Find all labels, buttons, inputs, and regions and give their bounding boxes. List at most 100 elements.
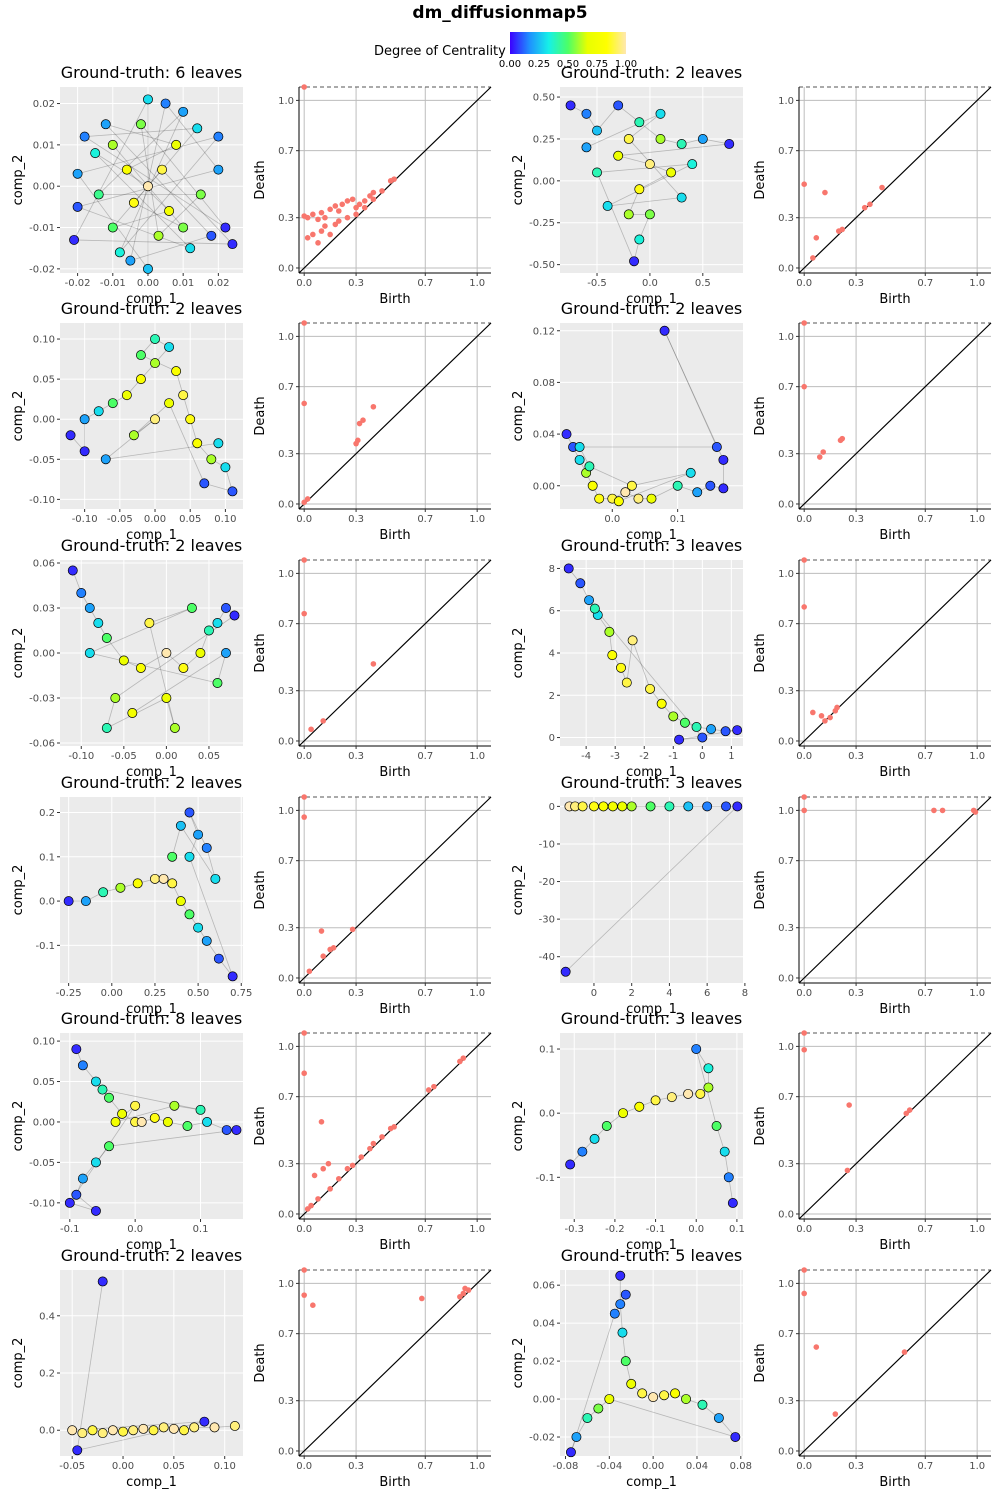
graph-edge <box>149 607 193 624</box>
data-point <box>72 168 83 179</box>
data-point <box>206 230 217 241</box>
y-tick-label: -0.06 <box>29 739 55 750</box>
y-tick-label: 0.3 <box>278 213 294 224</box>
x-tick-label: 0.00 <box>112 1461 134 1472</box>
y-tick-label: 0.3 <box>778 449 794 460</box>
graph-edge <box>607 163 693 207</box>
persistence-point <box>457 1058 463 1065</box>
data-point <box>114 247 125 258</box>
persistence-point <box>349 196 356 203</box>
y-tick-label: 1.0 <box>778 569 794 580</box>
data-point <box>604 1394 615 1405</box>
x-tick-label: 0.0 <box>296 1224 312 1235</box>
data-point <box>730 1432 741 1442</box>
y-tick-label: 0.04 <box>533 1319 555 1330</box>
y-tick-label: 0.7 <box>778 146 794 157</box>
y-tick-label: 0.3 <box>778 923 794 934</box>
data-point <box>97 1084 108 1095</box>
persistence-point <box>320 718 327 724</box>
data-point <box>685 467 696 478</box>
data-point <box>637 1388 648 1399</box>
data-point <box>634 117 645 128</box>
x-tick-label: 0.0 <box>296 278 312 289</box>
data-point <box>703 1063 714 1074</box>
x-tick-label: 0.3 <box>848 751 864 762</box>
y-tick-label: 0.0 <box>778 499 794 510</box>
data-point <box>167 851 178 862</box>
graph-edge <box>89 652 218 684</box>
persistence-point <box>360 417 366 423</box>
graph-edge <box>171 825 182 857</box>
data-point <box>195 1104 206 1115</box>
graph-edge <box>140 123 226 228</box>
y-tick-label: 0.3 <box>278 449 294 460</box>
y-tick-label: 0.0 <box>778 736 794 747</box>
graph-edge <box>158 194 202 237</box>
data-point <box>593 1403 604 1414</box>
x-tick-label: -3 <box>610 751 620 762</box>
data-point <box>227 486 238 497</box>
y-tick-label: 0.00 <box>33 415 55 426</box>
y-tick-label: 1.0 <box>778 1042 794 1053</box>
graph-edge <box>607 197 682 207</box>
data-point <box>616 662 626 673</box>
data-point <box>659 1390 670 1401</box>
diagonal-line <box>798 1269 992 1457</box>
diagonal-line <box>298 322 492 510</box>
persistence-point <box>318 928 325 934</box>
y-tick-label: 0.2 <box>39 808 55 819</box>
plot-background <box>560 87 743 273</box>
graph-edge <box>106 697 116 729</box>
infinite-point <box>301 1030 307 1036</box>
legend-tick: 0.25 <box>527 59 551 70</box>
x-tick-label: 0.0 <box>688 1224 704 1235</box>
graph-edge <box>626 640 634 683</box>
x-axis-label: Birth <box>379 528 410 543</box>
data-point <box>150 873 160 884</box>
data-point <box>220 222 231 233</box>
x-tick-label: 0.3 <box>848 278 864 289</box>
plot-background <box>60 797 243 983</box>
embedding-scatter: -0.5 0.0 0.5 -0.50 -0.25 0.00 0.25 0.50 Ground-t… <box>511 63 743 307</box>
y-tick-label: 0.0 <box>778 263 794 274</box>
y-tick-label: -0.1 <box>35 941 55 952</box>
data-point <box>574 442 585 452</box>
persistence-point <box>315 216 321 223</box>
persistence-point <box>810 255 816 261</box>
data-point <box>84 648 95 658</box>
data-point <box>560 966 571 977</box>
x-tick-label: 0.00 <box>101 988 123 999</box>
data-point <box>650 1095 661 1106</box>
persistence-diagram: 0.0 0.3 0.7 1.0 0.0 0.3 0.7 1.0 Birth Death <box>253 794 492 1017</box>
persistence-point <box>822 718 828 724</box>
persistence-point <box>310 211 316 218</box>
data-point <box>104 1141 114 1152</box>
data-point <box>723 1172 734 1183</box>
x-tick-label: -0.05 <box>59 1461 85 1472</box>
x-tick-label: 0.1 <box>729 1224 745 1235</box>
x-tick-label: -0.02 <box>65 278 91 289</box>
graph-edge <box>618 155 651 165</box>
data-point <box>72 1445 83 1456</box>
graph-edge <box>94 152 191 249</box>
graph-edge <box>84 136 226 228</box>
embedding-scatter: -0.08 -0.04 0.00 0.04 0.08 -0.02 0.00 0.02 0.04 0… <box>511 1246 752 1490</box>
persistence-point <box>867 201 873 208</box>
y-tick-label: -0.03 <box>29 694 55 705</box>
data-point <box>175 896 186 907</box>
data-point <box>664 801 675 812</box>
y-tick-label: 0.04 <box>533 430 555 441</box>
panel-title: Ground-truth: 2 leaves <box>561 299 743 318</box>
data-point <box>584 461 595 472</box>
graph-edge <box>115 615 235 699</box>
infinite-point <box>301 794 307 800</box>
x-tick-label: 0.3 <box>848 1224 864 1235</box>
data-point <box>561 429 572 440</box>
data-point <box>184 909 195 920</box>
persistence-point <box>370 661 377 667</box>
data-point <box>634 1101 645 1112</box>
data-point <box>213 164 224 175</box>
data-point <box>655 108 666 119</box>
y-axis-label: Death <box>253 1106 268 1145</box>
data-point <box>93 406 104 417</box>
